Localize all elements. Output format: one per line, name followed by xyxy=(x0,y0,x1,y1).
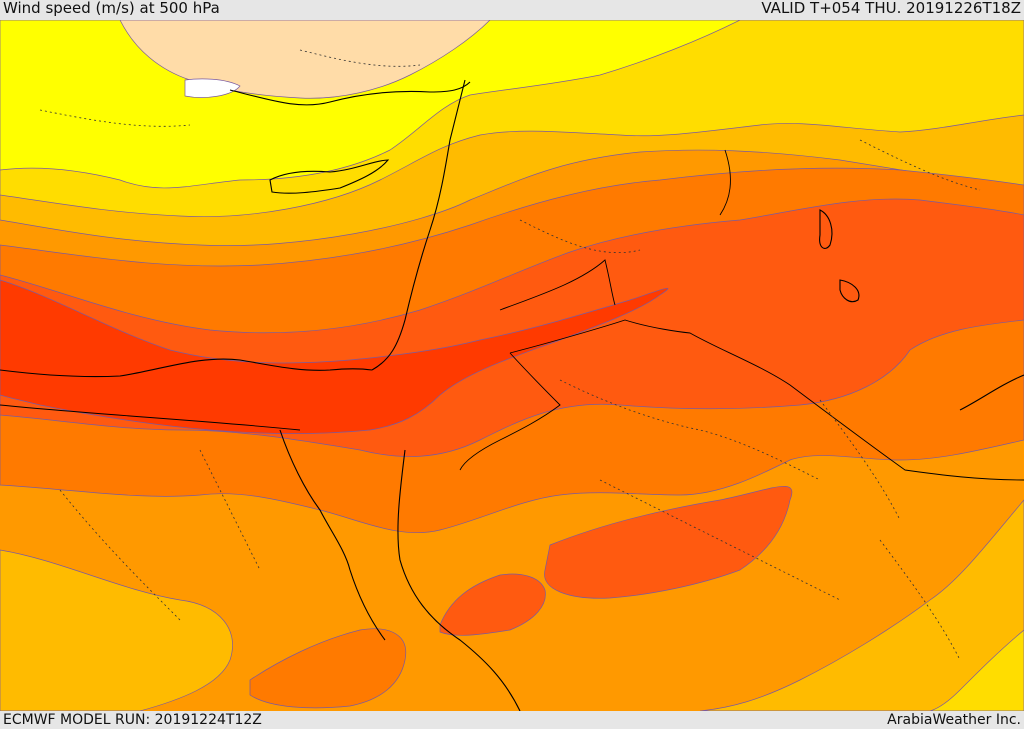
valid-time-label: VALID T+054 THU. 20191226T18Z xyxy=(761,0,1021,17)
band-red xyxy=(0,279,669,435)
turkey-south-coastline xyxy=(229,81,471,106)
border-saudi-north xyxy=(509,319,1024,481)
credit-label: ArabiaWeather Inc. xyxy=(887,712,1021,728)
sinai-gulf-coastline xyxy=(279,429,386,641)
border-egypt-sudan xyxy=(0,404,301,431)
cyprus-outline xyxy=(269,159,390,194)
map-title: Wind speed (m/s) at 500 hPa xyxy=(3,0,220,17)
levant-coastline xyxy=(371,79,466,371)
footer-bar: ECMWF MODEL RUN: 20191224T12Z ArabiaWeat… xyxy=(0,711,1024,729)
band-gold-southeast xyxy=(929,629,1024,711)
border-jordan-saudi xyxy=(459,352,561,471)
lake-outline xyxy=(839,279,860,303)
admin-boundaries xyxy=(39,49,981,661)
north-africa-coastline xyxy=(0,358,373,378)
band-amber-south xyxy=(0,549,233,711)
cell-orange-red-south xyxy=(544,486,793,599)
band-white-north xyxy=(184,78,241,98)
persian-gulf-coastline xyxy=(959,374,1024,411)
cell-orange-red-southwest xyxy=(439,573,546,636)
cell-orange-southwest xyxy=(249,628,407,709)
wind-speed-map[interactable] xyxy=(0,20,1024,711)
border-east-mountains xyxy=(719,149,731,216)
country-borders xyxy=(0,149,1024,481)
border-iraq-west xyxy=(499,259,616,311)
band-amber-southeast xyxy=(699,499,1024,711)
red-sea-east-coastline xyxy=(397,449,521,711)
caspian-outline xyxy=(819,209,833,249)
header-bar: Wind speed (m/s) at 500 hPa VALID T+054 … xyxy=(0,0,1024,20)
band-pale-north xyxy=(119,20,491,99)
coastlines xyxy=(0,79,1024,711)
model-run-label: ECMWF MODEL RUN: 20191224T12Z xyxy=(3,712,262,728)
